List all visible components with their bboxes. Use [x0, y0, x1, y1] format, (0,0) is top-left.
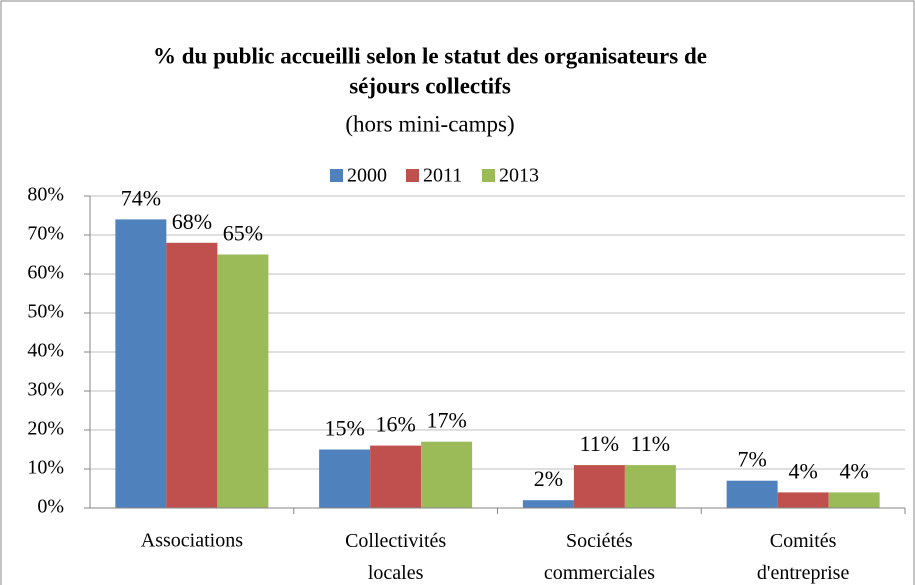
x-tick-label: Associations [141, 530, 243, 552]
y-tick-label: 0% [37, 496, 64, 518]
x-tick-label: Collectivités locales [345, 530, 446, 584]
data-label: 4% [788, 458, 817, 483]
bar [319, 449, 371, 508]
legend-label: 2013 [499, 165, 539, 187]
legend-label: 2000 [347, 165, 387, 187]
y-tick-label: 70% [27, 223, 64, 245]
data-label: 11% [580, 431, 620, 456]
data-label: 4% [839, 458, 868, 483]
bar [828, 492, 880, 508]
legend-label: 2011 [423, 165, 462, 187]
bar [217, 254, 269, 508]
chart-title: % du public accueilli selon le statut de… [153, 43, 707, 68]
data-label: 7% [737, 447, 766, 472]
data-label: 2% [534, 466, 563, 491]
bar [166, 242, 218, 509]
y-tick-label: 10% [27, 457, 64, 479]
chart-title: séjours collectifs [349, 73, 511, 98]
data-label: 15% [324, 416, 364, 441]
bar [370, 445, 422, 508]
chart-subtitle: (hors mini-camps) [345, 111, 514, 136]
y-tick-label: 60% [27, 262, 64, 284]
data-label: 68% [172, 209, 212, 234]
x-tick-label: Sociétés commerciales [544, 530, 655, 584]
y-tick-label: 50% [27, 301, 64, 323]
bar [421, 441, 473, 508]
x-tick-label: Comités d'entreprise [757, 530, 850, 584]
data-label: 16% [375, 412, 415, 437]
bar [573, 465, 625, 508]
legend-swatch [330, 169, 343, 182]
data-label: 11% [631, 431, 671, 456]
bar [624, 465, 676, 508]
bar [522, 500, 574, 508]
data-label: 65% [223, 221, 263, 246]
y-tick-label: 20% [27, 418, 64, 440]
legend-swatch [406, 169, 419, 182]
legend-swatch [482, 169, 495, 182]
data-label: 17% [426, 408, 466, 433]
bar [726, 480, 778, 508]
bar [777, 492, 829, 508]
y-tick-label: 30% [27, 379, 64, 401]
bar [115, 219, 167, 508]
y-tick-label: 80% [27, 184, 64, 206]
data-label: 74% [121, 185, 161, 210]
y-tick-label: 40% [27, 340, 64, 362]
